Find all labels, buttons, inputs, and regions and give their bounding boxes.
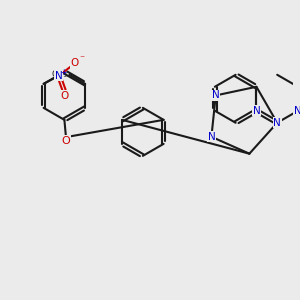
Text: O: O bbox=[70, 58, 79, 68]
Text: ⁻: ⁻ bbox=[80, 54, 85, 64]
Text: N: N bbox=[55, 71, 63, 81]
Text: N: N bbox=[273, 118, 281, 128]
Text: N: N bbox=[212, 90, 220, 100]
Text: N: N bbox=[208, 132, 215, 142]
Text: CH₃: CH₃ bbox=[51, 70, 67, 79]
Text: O: O bbox=[60, 91, 68, 100]
Text: N: N bbox=[294, 106, 300, 116]
Text: O: O bbox=[61, 136, 70, 146]
Text: N: N bbox=[253, 106, 260, 116]
Text: +: + bbox=[60, 68, 67, 77]
